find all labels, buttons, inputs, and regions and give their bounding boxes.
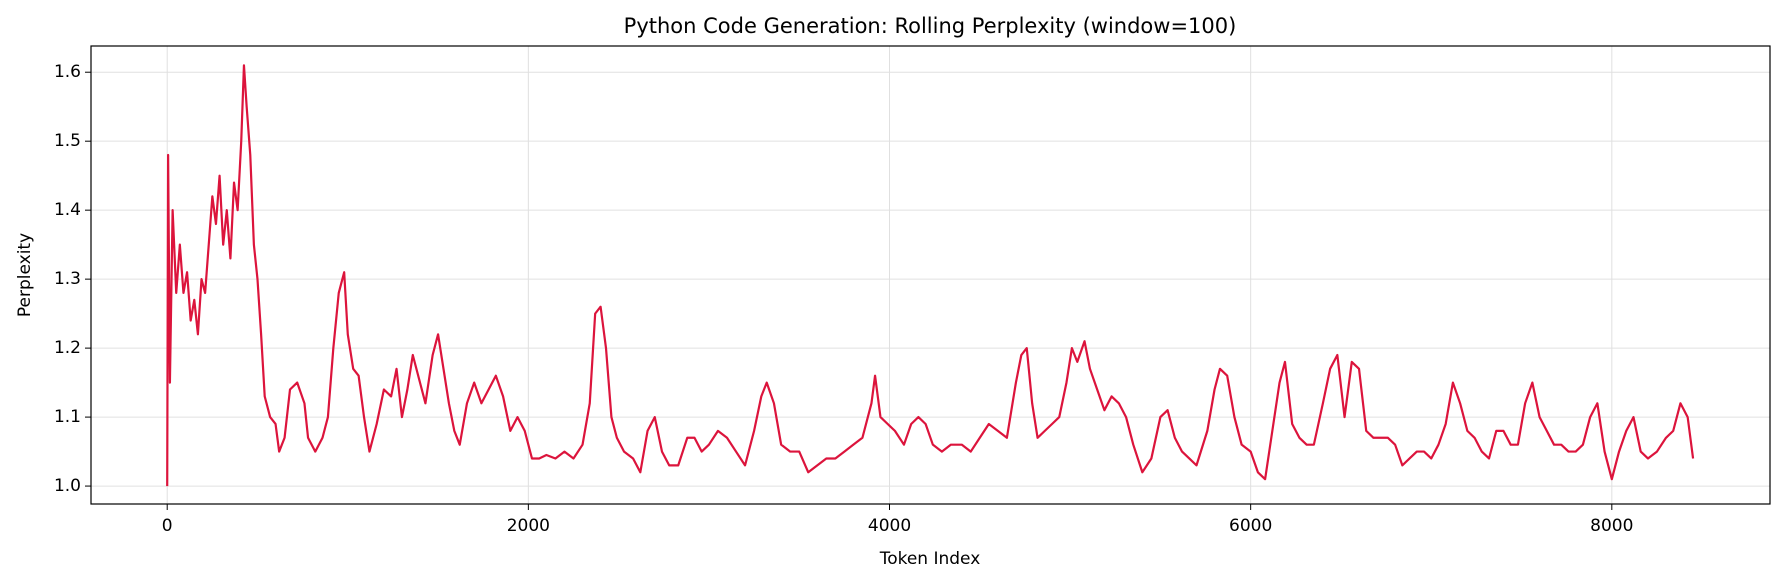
y-tick-label: 1.1 <box>54 407 81 427</box>
y-tick-label: 1.4 <box>54 200 81 220</box>
x-tick-label: 0 <box>162 516 173 536</box>
x-axis-label: Token Index <box>879 549 981 569</box>
y-tick-label: 1.2 <box>54 338 81 358</box>
plot-frame <box>90 45 1771 505</box>
x-tick-label: 2000 <box>507 516 550 536</box>
data-line <box>166 64 1695 487</box>
y-tick-label: 1.5 <box>54 131 81 151</box>
y-tick-label: 1.3 <box>54 269 81 289</box>
chart-title: Python Code Generation: Rolling Perplexi… <box>624 14 1237 38</box>
x-tick-label: 6000 <box>1229 516 1272 536</box>
y-axis-label: Perplexity <box>15 233 35 317</box>
y-tick-label: 1.0 <box>54 476 81 496</box>
x-tick-label: 8000 <box>1590 516 1633 536</box>
y-tick-label: 1.6 <box>54 62 81 82</box>
x-tick-label: 4000 <box>868 516 911 536</box>
